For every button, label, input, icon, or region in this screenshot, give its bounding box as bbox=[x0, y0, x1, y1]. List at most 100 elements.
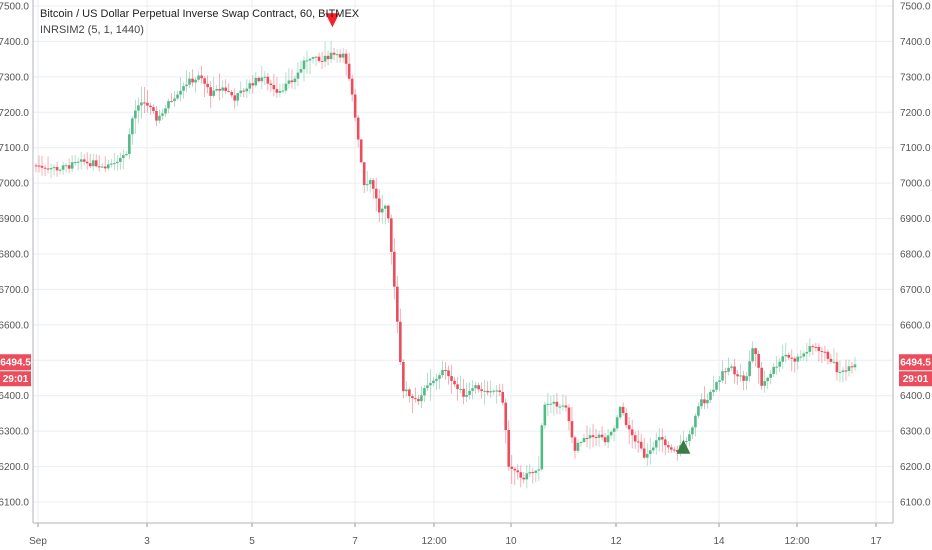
candle-body bbox=[143, 102, 146, 104]
price-tag-background bbox=[0, 354, 31, 371]
candle-body bbox=[513, 468, 517, 471]
candle-body bbox=[347, 63, 351, 79]
candle-body bbox=[691, 427, 694, 435]
candle bbox=[772, 363, 776, 377]
candle-body bbox=[197, 75, 200, 80]
candle bbox=[299, 60, 303, 74]
candle-body bbox=[808, 346, 812, 352]
candle-body bbox=[52, 167, 56, 169]
candle bbox=[654, 432, 658, 455]
candle bbox=[844, 359, 848, 381]
candle bbox=[390, 214, 393, 265]
candle-body bbox=[242, 90, 246, 92]
candle-body bbox=[715, 382, 718, 390]
candle-body bbox=[739, 375, 742, 377]
candle-body bbox=[811, 346, 815, 348]
candle-body bbox=[573, 437, 577, 451]
candle bbox=[173, 91, 176, 107]
candle bbox=[456, 376, 459, 401]
candle bbox=[341, 48, 345, 63]
candle bbox=[570, 406, 574, 444]
candle-body bbox=[540, 425, 544, 470]
candle-body bbox=[224, 87, 227, 91]
right-tick-label: 7300.0 bbox=[900, 72, 931, 83]
candle-body bbox=[673, 449, 676, 451]
candle bbox=[88, 153, 92, 169]
candle-body bbox=[733, 366, 736, 375]
candle-body bbox=[131, 118, 134, 135]
candle-body bbox=[606, 435, 610, 443]
candle-body bbox=[61, 165, 65, 170]
candle-body bbox=[591, 435, 595, 437]
candle-body bbox=[37, 165, 41, 167]
candle-body bbox=[709, 391, 712, 400]
candle-body bbox=[423, 388, 426, 396]
candle-body bbox=[778, 361, 782, 367]
candle bbox=[697, 402, 700, 419]
candle-body bbox=[194, 79, 197, 83]
candle bbox=[215, 85, 218, 92]
candle bbox=[230, 89, 234, 98]
candle-body bbox=[660, 437, 664, 440]
candle bbox=[510, 454, 514, 485]
candle bbox=[284, 72, 288, 94]
candle-body bbox=[140, 102, 143, 106]
candle bbox=[158, 109, 161, 124]
candle-body bbox=[49, 168, 53, 170]
candle bbox=[781, 344, 785, 370]
right-price-tag: 6494.5 29:01 bbox=[899, 354, 932, 387]
candle-body bbox=[239, 90, 243, 94]
candle-body bbox=[429, 383, 432, 386]
candle-body bbox=[97, 166, 101, 168]
candle bbox=[383, 204, 387, 225]
left-price-axis[interactable]: 6100.06200.06300.06400.06500.06600.06700… bbox=[0, 0, 34, 523]
candle-body bbox=[841, 370, 845, 372]
candle bbox=[739, 363, 742, 382]
candle-body bbox=[76, 161, 80, 163]
candle-body bbox=[152, 107, 155, 111]
candle bbox=[97, 155, 101, 172]
candle bbox=[380, 194, 384, 224]
candle bbox=[495, 385, 498, 404]
candle-body bbox=[724, 371, 727, 373]
candle bbox=[582, 433, 586, 443]
candle-body bbox=[552, 401, 556, 404]
candle bbox=[269, 79, 273, 92]
candle bbox=[549, 395, 553, 414]
candle-body bbox=[338, 54, 342, 58]
candle bbox=[462, 378, 465, 405]
left-tick-label: 6900.0 bbox=[0, 214, 29, 225]
candle bbox=[471, 380, 474, 400]
time-axis[interactable]: Sep 3 5 7 12:00 10 12 14 12:00 17 bbox=[29, 522, 893, 547]
candle-body bbox=[206, 83, 209, 88]
candle bbox=[823, 345, 827, 362]
candle bbox=[402, 359, 405, 399]
candle-body bbox=[585, 438, 589, 440]
candle bbox=[724, 367, 727, 384]
candle bbox=[296, 62, 300, 86]
candle-body bbox=[122, 155, 125, 159]
candle-body bbox=[281, 90, 285, 92]
candle bbox=[447, 365, 450, 385]
candle bbox=[688, 429, 691, 447]
candle-body bbox=[257, 77, 261, 82]
candle bbox=[835, 352, 839, 381]
candle-body bbox=[847, 366, 851, 371]
right-price-axis[interactable]: 6100.06200.06300.06400.06500.06600.06700… bbox=[892, 0, 931, 523]
candle-body bbox=[522, 477, 526, 480]
candle-body bbox=[763, 381, 766, 386]
candle-body bbox=[832, 361, 836, 363]
candle-body bbox=[103, 166, 107, 169]
candle bbox=[251, 75, 255, 94]
candle-body bbox=[55, 167, 59, 171]
candle bbox=[853, 356, 857, 371]
candle-body bbox=[600, 434, 604, 438]
left-tick-label: 7300.0 bbox=[0, 72, 29, 83]
candle bbox=[712, 375, 715, 397]
countdown-tag-background bbox=[899, 371, 932, 387]
candle-body bbox=[200, 75, 203, 79]
candle bbox=[450, 364, 453, 394]
right-tick-label: 6300.0 bbox=[900, 427, 931, 438]
candle-body bbox=[161, 113, 164, 116]
